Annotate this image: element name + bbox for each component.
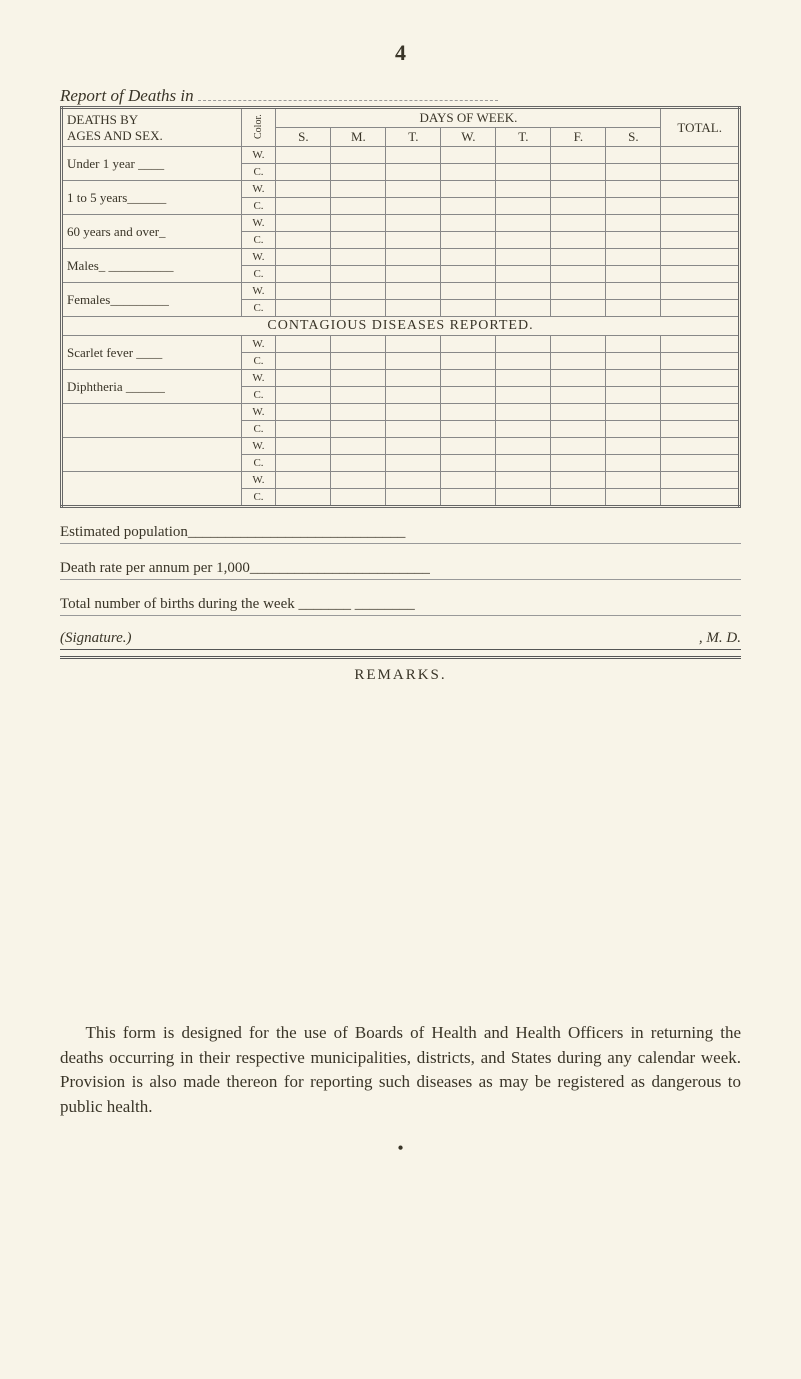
wc: C. [241, 353, 276, 370]
wc: W. [241, 283, 276, 300]
double-rule [60, 656, 741, 659]
wc: C. [241, 421, 276, 438]
row-blank2 [62, 438, 242, 472]
wc: C. [241, 266, 276, 283]
wc: C. [241, 164, 276, 181]
day-f: F. [551, 128, 606, 147]
body-paragraph: This form is designed for the use of Boa… [60, 1021, 741, 1120]
wc: C. [241, 198, 276, 215]
wc: W. [241, 215, 276, 232]
remarks-title: REMARKS. [60, 667, 741, 684]
day-s1: S. [276, 128, 331, 147]
day-s2: S. [606, 128, 661, 147]
day-m: M. [331, 128, 386, 147]
report-title: Report of Deaths in [60, 86, 194, 105]
wc: C. [241, 455, 276, 472]
title-blank [198, 100, 498, 101]
row-1to5: 1 to 5 years______ [62, 181, 242, 215]
row-males: Males_ __________ [62, 249, 242, 283]
wc: C. [241, 489, 276, 507]
day-t1: T. [386, 128, 441, 147]
wc: W. [241, 404, 276, 421]
total-births-line: Total number of births during the week _… [60, 596, 741, 616]
contagious-header: CONTAGIOUS DISEASES REPORTED. [62, 317, 740, 336]
wc: W. [241, 249, 276, 266]
wc: W. [241, 370, 276, 387]
day-w: W. [441, 128, 496, 147]
wc: W. [241, 147, 276, 164]
wc: W. [241, 336, 276, 353]
day-t2: T. [496, 128, 551, 147]
page-number: 4 [60, 40, 741, 66]
row-60over: 60 years and over_ [62, 215, 242, 249]
wc: W. [241, 438, 276, 455]
signature-suffix: , M. D. [699, 630, 741, 647]
wc: C. [241, 300, 276, 317]
row-blank3 [62, 472, 242, 507]
wc: W. [241, 181, 276, 198]
remarks-space [60, 684, 741, 1004]
header-total: TOTAL. [661, 108, 740, 147]
report-title-line: Report of Deaths in [60, 86, 741, 106]
row-blank1 [62, 404, 242, 438]
estimated-population-line: Estimated population____________________… [60, 524, 741, 544]
signature-line: (Signature.) , M. D. [60, 630, 741, 650]
signature-label: (Signature.) [60, 630, 132, 647]
wc: C. [241, 387, 276, 404]
row-scarlet: Scarlet fever ____ [62, 336, 242, 370]
row-females: Females_________ [62, 283, 242, 317]
header-days-of-week: DAYS OF WEEK. [276, 108, 661, 128]
wc: W. [241, 472, 276, 489]
header-deaths-by: DEATHS BY AGES AND SEX. [62, 108, 242, 147]
wc: C. [241, 232, 276, 249]
ornament-dot: • [60, 1138, 741, 1159]
row-under1: Under 1 year ____ [62, 147, 242, 181]
death-rate-line: Death rate per annum per 1,000__________… [60, 560, 741, 580]
header-color: Color. [241, 108, 276, 147]
row-diphtheria: Diphtheria ______ [62, 370, 242, 404]
deaths-table: DEATHS BY AGES AND SEX. Color. DAYS OF W… [60, 106, 741, 508]
